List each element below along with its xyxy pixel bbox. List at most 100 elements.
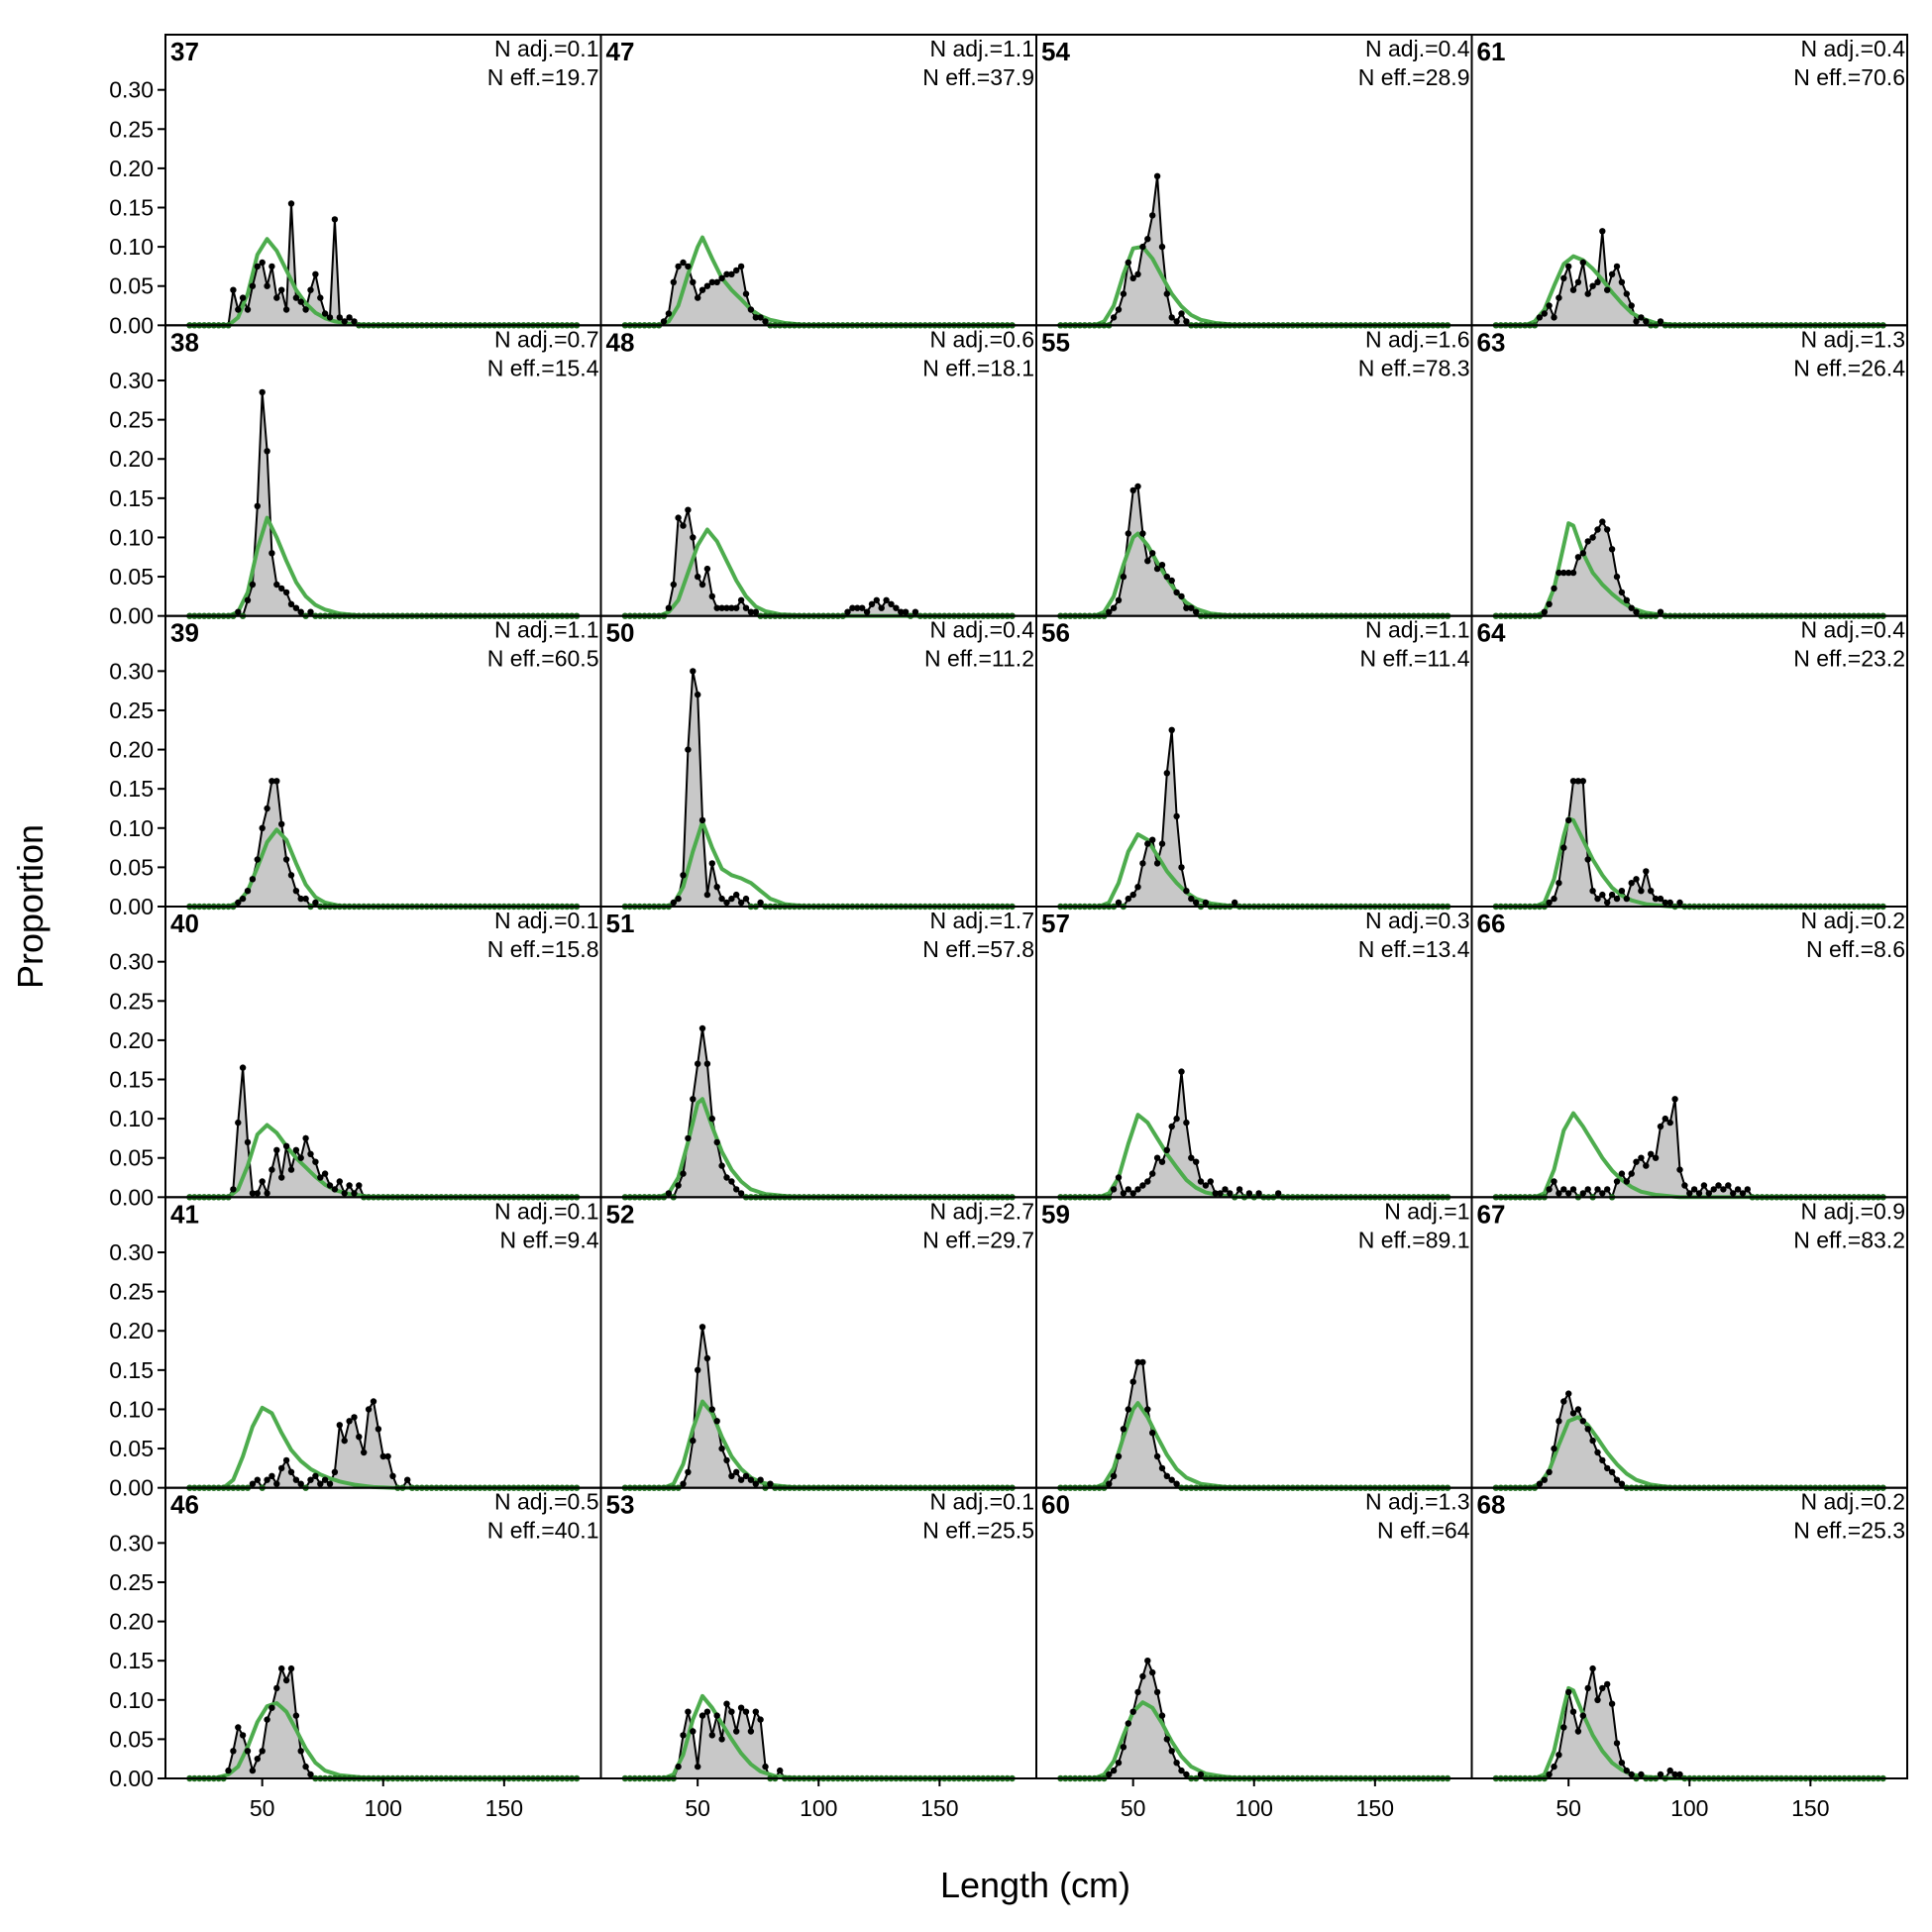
observed-point xyxy=(1594,278,1601,285)
observed-point xyxy=(1608,1700,1616,1707)
observed-point xyxy=(733,891,740,899)
observed-point xyxy=(1652,895,1660,903)
observed-point xyxy=(1569,1410,1577,1417)
y-tick-label: 0.25 xyxy=(109,1279,154,1305)
observed-point xyxy=(1676,899,1683,907)
observed-point xyxy=(287,872,295,879)
n-eff-label: N eff.=64 xyxy=(1377,1518,1470,1544)
observed-point xyxy=(268,1472,275,1480)
observed-point xyxy=(292,1712,300,1719)
observed-point xyxy=(1178,310,1185,317)
x-tick-label: 50 xyxy=(1556,1795,1581,1821)
observed-point xyxy=(356,1182,363,1189)
observed-point xyxy=(1623,1178,1631,1185)
observed-point xyxy=(278,820,285,827)
observed-point xyxy=(1715,1182,1722,1189)
observed-point xyxy=(254,263,261,270)
x-tick-label: 150 xyxy=(485,1795,523,1821)
observed-point xyxy=(1744,1186,1752,1193)
observed-point xyxy=(1183,888,1190,895)
observed-point xyxy=(893,604,900,611)
observed-fill xyxy=(189,781,578,907)
observed-point xyxy=(728,1178,735,1185)
observed-point xyxy=(1125,895,1132,903)
observed-point xyxy=(703,1060,711,1067)
observed-point xyxy=(1110,1472,1118,1480)
observed-point xyxy=(1662,1115,1669,1123)
observed-point xyxy=(235,899,242,907)
observed-line xyxy=(1495,780,1883,909)
observed-point xyxy=(675,895,682,903)
observed-point xyxy=(1681,1182,1688,1189)
observed-point xyxy=(1623,895,1631,903)
observed-point xyxy=(883,596,890,603)
observed-point xyxy=(1618,1170,1626,1177)
observed-point xyxy=(1579,1190,1587,1197)
observed-point xyxy=(1115,1760,1123,1767)
panel-56: 56 N adj.=1.1 N eff.=11.4 xyxy=(1035,614,1473,911)
observed-point xyxy=(723,604,730,611)
observed-point xyxy=(1183,604,1190,611)
observed-point xyxy=(703,1354,711,1362)
observed-point xyxy=(1628,1771,1635,1778)
observed-point xyxy=(1613,1178,1621,1185)
observed-point xyxy=(249,1480,257,1487)
observed-point xyxy=(254,1476,261,1483)
observed-point xyxy=(249,1767,257,1774)
panel-53: 53 N adj.=0.1 N eff.=25.5 xyxy=(599,1486,1037,1782)
x-tick-label: 150 xyxy=(1356,1795,1394,1821)
observed-point xyxy=(1149,1170,1156,1177)
observed-point xyxy=(752,608,759,615)
observed-fill xyxy=(1495,781,1883,907)
observed-point xyxy=(307,286,314,293)
observed-point xyxy=(1110,1767,1118,1774)
n-eff-label: N eff.=83.2 xyxy=(1793,1227,1905,1252)
observed-point xyxy=(1657,895,1664,903)
observed-point xyxy=(1125,530,1132,537)
observed-point xyxy=(1579,1712,1587,1719)
n-adj-label: N adj.=1 xyxy=(1384,1198,1469,1224)
observed-point xyxy=(670,278,677,285)
y-tick-label: 0.20 xyxy=(109,737,154,763)
observed-point xyxy=(1197,1178,1205,1185)
observed-point xyxy=(292,1476,300,1483)
observed-point xyxy=(733,1468,740,1476)
observed-point xyxy=(1633,318,1640,325)
observed-point xyxy=(1648,888,1655,895)
observed-point xyxy=(1158,243,1166,251)
panel-52: 52 N adj.=2.7 N eff.=29.7 xyxy=(599,1196,1037,1491)
observed-point xyxy=(278,286,285,293)
observed-point xyxy=(244,306,252,313)
observed-point xyxy=(1207,1178,1215,1185)
observed-point xyxy=(878,604,885,611)
observed-point xyxy=(259,824,266,831)
observed-point xyxy=(1193,608,1200,615)
observed-point xyxy=(690,668,697,675)
n-adj-label: N adj.=1.6 xyxy=(1365,326,1470,352)
y-axis-title: Proportion xyxy=(10,824,51,989)
observed-point xyxy=(331,216,339,223)
observed-point xyxy=(1556,294,1562,301)
observed-point xyxy=(1149,550,1156,557)
observed-point xyxy=(1139,860,1146,867)
observed-point xyxy=(1710,1186,1717,1193)
observed-point xyxy=(1579,550,1587,557)
observed-point xyxy=(1551,1763,1557,1771)
observed-point xyxy=(660,318,668,325)
observed-point xyxy=(723,1174,730,1181)
y-tick-label: 0.30 xyxy=(109,1239,154,1265)
observed-point xyxy=(680,1170,687,1177)
y-tick-label: 0.10 xyxy=(109,1396,154,1422)
observed-point xyxy=(665,604,673,611)
observed-point xyxy=(1569,1186,1577,1193)
observed-point xyxy=(331,1186,339,1193)
n-eff-label: N eff.=15.4 xyxy=(487,355,599,380)
observed-point xyxy=(1608,270,1616,277)
observed-point xyxy=(239,1064,247,1071)
observed-point xyxy=(1536,1480,1544,1487)
observed-point xyxy=(1178,1068,1185,1075)
observed-point xyxy=(747,608,755,615)
observed-point xyxy=(341,1437,348,1445)
observed-point xyxy=(268,550,275,557)
observed-point xyxy=(695,1763,701,1771)
